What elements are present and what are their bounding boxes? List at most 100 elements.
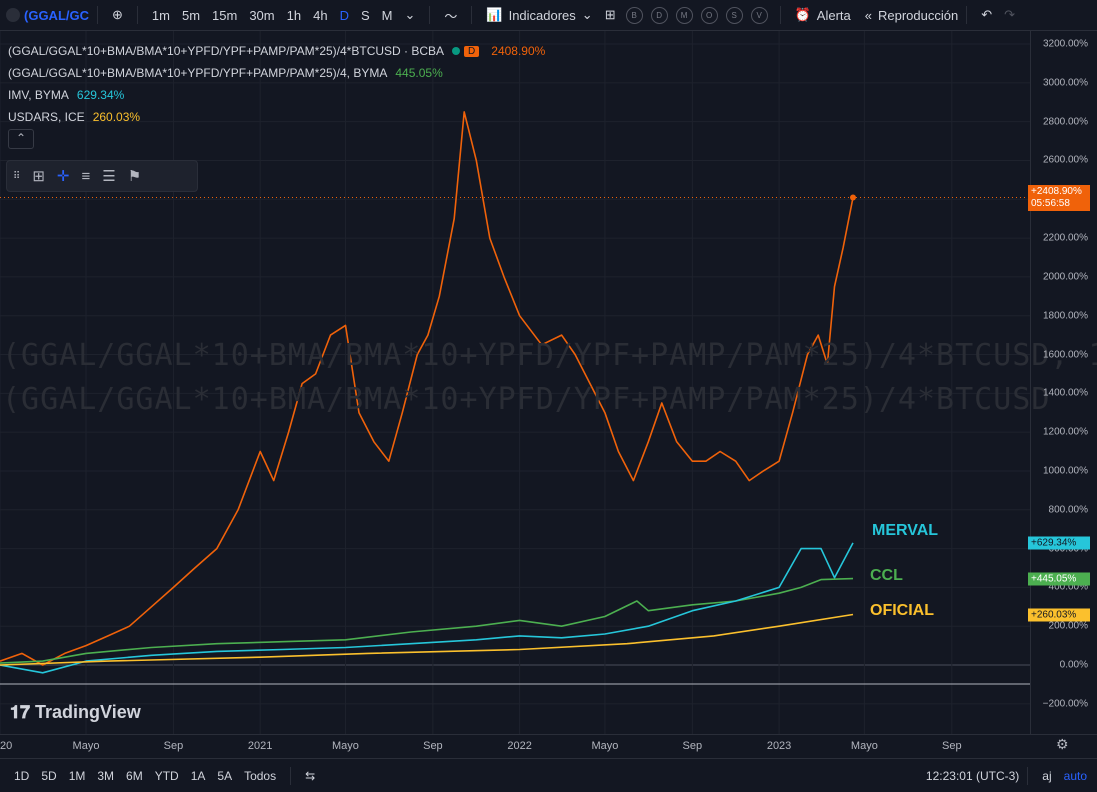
price-axis[interactable]: 3200.00%3000.00%2800.00%2600.00%2400.00%… [1030,31,1097,734]
fib-tool-icon[interactable]: ☰ [102,168,116,185]
price-label-countdown: 05:56:58 [1031,197,1070,209]
circle-button[interactable]: O [700,6,718,24]
time-axis[interactable]: 2020 Mayo Sep 2021 Mayo Sep 2022 Mayo Sep 2023 May… [0,734,1097,759]
y-tick-label: 400.00% [1048,581,1088,593]
price-label-oficial: +260.03% [1028,608,1090,622]
x-tick-label: Sep [682,740,703,752]
redo-icon[interactable]: ↷ [1004,7,1016,22]
x-tick-label: Sep [942,740,962,752]
interval-1m[interactable]: 1m [151,7,170,23]
x-tick-label: 2023 [766,740,792,752]
price-label-ccl: +445.05% [1028,572,1090,586]
circle-button[interactable]: D [650,6,668,24]
legend-value: 2408.90% [491,44,546,58]
interval-30m[interactable]: 30m [249,7,275,23]
chart-pane[interactable] [0,31,1030,734]
interval-5m[interactable]: 5m [181,7,201,23]
x-tick-label: Sep [423,740,443,752]
y-tick-label: 1600.00% [1042,349,1088,360]
price-label-main: +2408.90% 05:56:58 [1028,184,1090,211]
y-tick-label: 2600.00% [1042,154,1088,166]
auto-scale-toggle[interactable]: auto [1063,768,1087,783]
range-1a[interactable]: 1A [190,768,206,783]
grid-tool-icon[interactable]: ⊞ [32,168,45,185]
series-line-btc[interactable] [0,111,854,666]
alarm-clock-icon[interactable]: ⏰ [794,7,811,22]
undo-icon[interactable]: ↶ [981,7,993,22]
range-ytd[interactable]: YTD [154,768,179,783]
alert-button[interactable]: Alerta [816,7,851,23]
y-tick-label: 2200.00% [1042,232,1088,244]
chevron-down-icon[interactable]: ⌄ [581,7,593,22]
price-label-value: +2408.90% [1031,185,1082,197]
chart-type-icon[interactable]: 〜 [444,8,458,24]
circle-button[interactable]: S [725,6,743,24]
y-tick-label: 1400.00% [1042,387,1088,399]
tradingview-logo[interactable]: 𝟏𝟕 TradingView [10,702,141,723]
y-tick-label: 1800.00% [1042,310,1088,322]
interval-m[interactable]: M [381,7,393,23]
interval-1h[interactable]: 1h [286,7,302,23]
compare-add-icon[interactable]: ⊕ [112,7,123,22]
series-line-ccl[interactable] [0,577,854,664]
y-tick-label: 200.00% [1048,620,1088,632]
legend-row-usdars[interactable]: USDARS, ICE 260.03% [8,106,545,128]
circle-button[interactable]: V [750,6,768,24]
crosshair-icon[interactable]: ✛ [56,168,70,185]
top-toolbar: (GGAL/GC ⊕ 1m 5m 15m 30m 1h 4h D S M ⌄ 〜… [0,0,1097,31]
indicators-icon[interactable]: 📊 [486,7,503,22]
circle-button[interactable]: B [625,6,643,24]
clock-time[interactable]: 12:23:01 (UTC-3) [925,768,1020,783]
interval-4h[interactable]: 4h [313,7,328,23]
interval-s[interactable]: S [360,7,370,23]
interval-15m[interactable]: 15m [212,7,238,23]
series-line-merval[interactable] [0,542,854,674]
y-tick-label: 3000.00% [1042,77,1088,89]
indicators-button[interactable]: Indicadores [508,7,576,23]
adjust-toggle[interactable]: aj [1042,768,1052,783]
replay-icon[interactable]: « [864,7,872,23]
x-tick-label: 2022 [507,740,532,752]
x-tick-label: Mayo [72,740,100,752]
chart-canvas[interactable] [0,31,1030,734]
range-3m[interactable]: 3M [97,768,115,783]
x-tick-label: Mayo [591,740,619,752]
date-range-icon[interactable]: ⇆ [305,768,316,783]
bottom-toolbar: 1D 5D 1M 3M 6M YTD 1A 5A Todos ⇆ 12:23:0… [0,758,1097,792]
settings-gear-icon[interactable]: ⚙ [1056,736,1069,752]
legend: (GGAL/GGAL*10+BMA/BMA*10+YPFD/YPF+PAMP/P… [8,40,545,128]
status-dot-icon [452,47,461,55]
chevron-down-icon[interactable]: ⌄ [404,7,416,22]
legend-value: 629.34% [76,88,125,102]
layout-grid-icon[interactable]: ⊞ [604,7,616,22]
interval-d[interactable]: D [339,7,349,23]
legend-label: USDARS, ICE [8,110,85,124]
lines-tool-icon[interactable]: ≡ [81,167,91,185]
legend-row-btc[interactable]: (GGAL/GGAL*10+BMA/BMA*10+YPFD/YPF+PAMP/P… [8,40,545,62]
annotation-ccl: CCL [870,567,903,584]
replay-button[interactable]: Reproducción [878,7,959,23]
series-line-oficial[interactable] [0,613,854,666]
drag-handle-icon[interactable]: ⠿ [13,170,21,182]
x-tick-label: Sep [163,740,184,752]
flag-tool-icon[interactable]: ⚑ [127,168,142,185]
divider [1027,766,1029,785]
range-5a[interactable]: 5A [217,768,233,783]
divider [136,6,138,24]
watermark-line-1: (GGAL/GGAL*10+BMA/BMA*10+YPFD/YPF+PAMP/P… [2,338,1097,373]
divider [779,6,781,24]
range-5d[interactable]: 5D [41,768,57,783]
collapse-legend-button[interactable]: ⌃ [8,129,34,149]
y-tick-label: 1200.00% [1042,426,1088,438]
x-tick-label: Mayo [332,740,359,752]
circle-button[interactable]: M [675,6,693,24]
legend-row-ccl[interactable]: (GGAL/GGAL*10+BMA/BMA*10+YPFD/YPF+PAMP/P… [8,62,545,84]
drawing-toolbar: ⠿ ⊞ ✛ ≡ ☰ ⚑ [6,160,198,192]
logo-text: TradingView [35,702,141,722]
range-1d[interactable]: 1D [14,768,30,783]
range-1m[interactable]: 1M [68,768,86,783]
symbol-search[interactable]: (GGAL/GC [6,8,89,23]
range-6m[interactable]: 6M [126,768,143,783]
legend-row-imv[interactable]: IMV, BYMA 629.34% [8,84,545,106]
range-all[interactable]: Todos [244,768,277,783]
